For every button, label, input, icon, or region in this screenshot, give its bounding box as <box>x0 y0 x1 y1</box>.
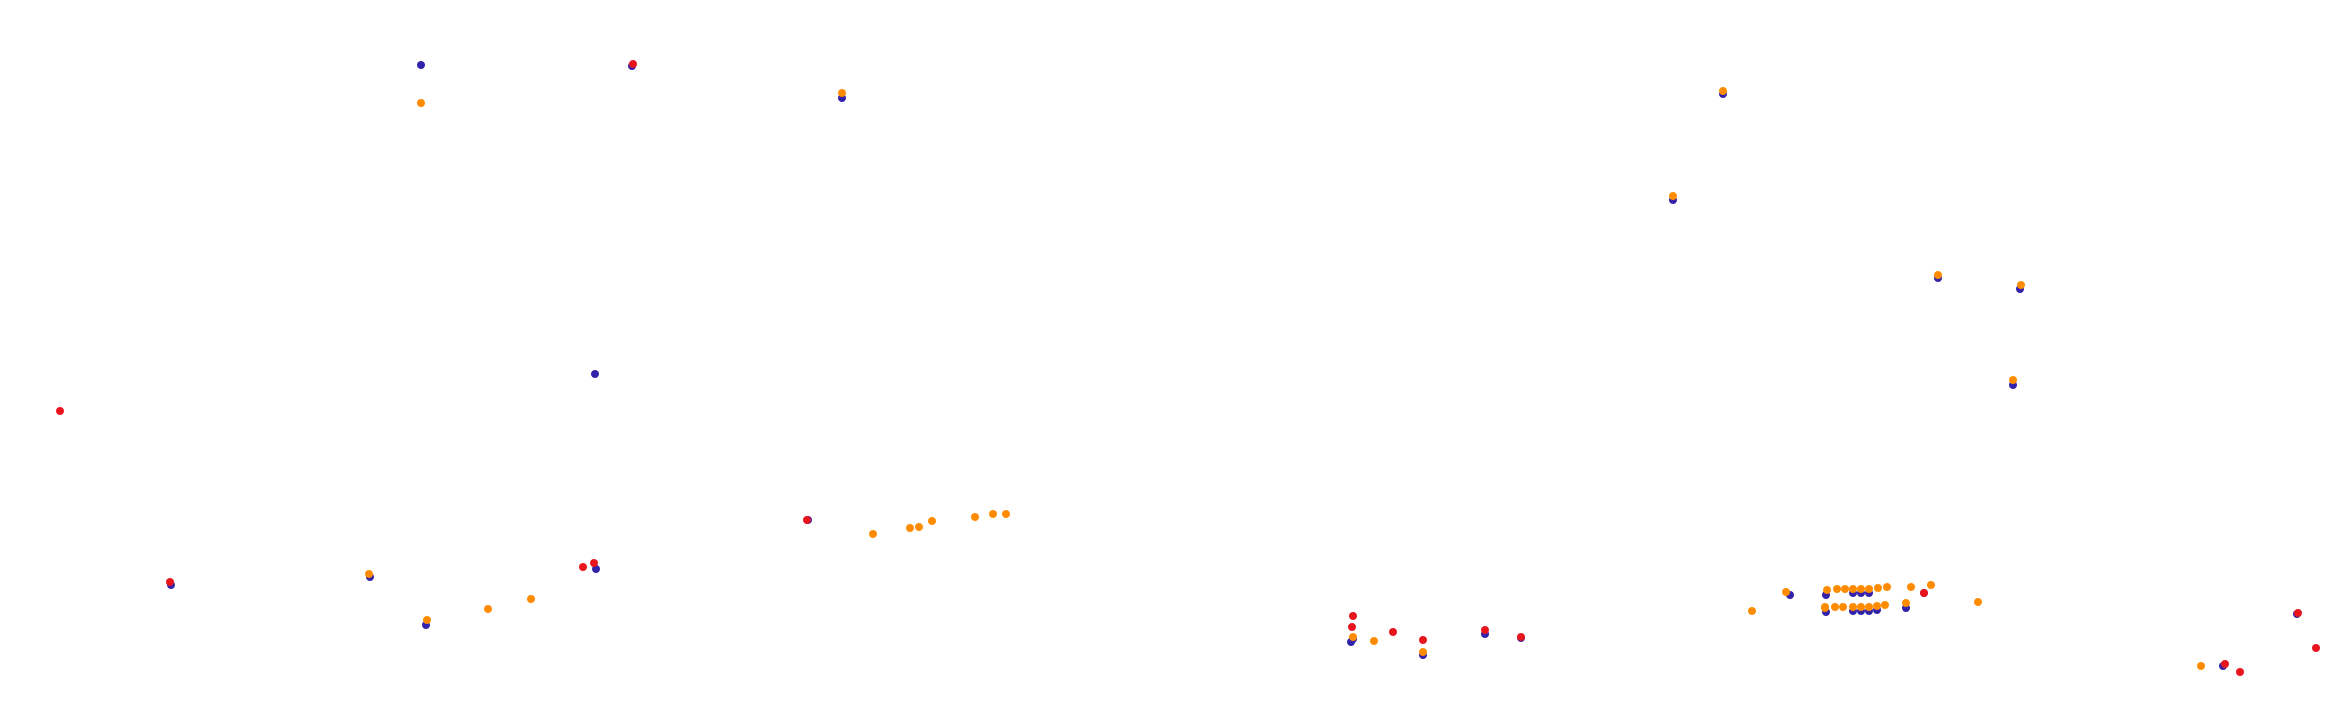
scatter-point-s2-43 <box>2197 662 2205 670</box>
scatter-point-s1-2 <box>166 578 174 586</box>
scatter-point-s2-14 <box>928 517 936 525</box>
scatter-point-s1-10 <box>1481 626 1489 634</box>
scatter-point-s2-11 <box>869 530 877 538</box>
scatter-point-s2-6 <box>2009 376 2017 384</box>
scatter-point-s2-1 <box>838 89 846 97</box>
scatter-point-s0-0 <box>417 61 425 69</box>
scatter-point-s2-41 <box>1927 581 1935 589</box>
scatter-point-s2-9 <box>484 605 492 613</box>
scatter-point-s2-30 <box>1883 583 1891 591</box>
scatter-point-s2-4 <box>1934 271 1942 279</box>
scatter-point-s2-18 <box>1349 633 1357 641</box>
scatter-point-s1-14 <box>2312 644 2320 652</box>
scatter-point-s2-0 <box>417 99 425 107</box>
scatter-point-s1-0 <box>629 60 637 68</box>
scatter-point-s1-8 <box>1389 628 1397 636</box>
scatter-point-s2-35 <box>1857 603 1865 611</box>
scatter-point-s2-44 <box>1821 603 1829 611</box>
scatter-point-s2-7 <box>365 570 373 578</box>
scatter-point-s1-16 <box>2221 660 2229 668</box>
scatter-point-s1-11 <box>1517 633 1525 641</box>
scatter-point-s1-5 <box>590 559 598 567</box>
scatter-point-s2-21 <box>1748 607 1756 615</box>
scatter-point-s2-36 <box>1865 603 1873 611</box>
scatter-point-s1-4 <box>579 563 587 571</box>
scatter-point-s2-39 <box>1902 599 1910 607</box>
scatter-point-s2-27 <box>1857 585 1865 593</box>
scatter-point-s2-5 <box>2017 281 2025 289</box>
scatter-point-s2-8 <box>423 616 431 624</box>
scatter-point-s2-42 <box>1974 598 1982 606</box>
scatter-point-s1-7 <box>1348 623 1356 631</box>
scatter-point-s2-13 <box>915 523 923 531</box>
scatter-point-s2-37 <box>1873 602 1881 610</box>
scatter-point-s2-40 <box>1907 583 1915 591</box>
scatter-point-s2-2 <box>1719 87 1727 95</box>
scatter-point-s2-26 <box>1849 585 1857 593</box>
scatter-point-s1-12 <box>1920 589 1928 597</box>
scatter-point-s1-9 <box>1419 636 1427 644</box>
scatter-point-s2-12 <box>906 524 914 532</box>
scatter-point-s2-16 <box>989 510 997 518</box>
scatter-point-s2-10 <box>527 595 535 603</box>
scatter-point-s2-3 <box>1669 192 1677 200</box>
scatter-point-s2-28 <box>1865 585 1873 593</box>
scatter-point-s2-19 <box>1370 637 1378 645</box>
scatter-point-s2-24 <box>1833 585 1841 593</box>
scatter-point-s2-32 <box>1831 603 1839 611</box>
scatter-point-s1-3 <box>803 516 811 524</box>
scatter-point-s2-15 <box>971 513 979 521</box>
scatter-point-s0-10 <box>591 370 599 378</box>
scatter-point-s1-6 <box>1349 612 1357 620</box>
scatter-point-s2-20 <box>1419 648 1427 656</box>
scatter-point-s2-29 <box>1874 584 1882 592</box>
scatter-point-s1-15 <box>2236 668 2244 676</box>
scatter-point-s1-13 <box>2294 609 2302 617</box>
scatter-marks <box>56 60 2320 676</box>
scatter-point-s2-38 <box>1881 601 1889 609</box>
scatter-point-s2-23 <box>1823 586 1831 594</box>
scatter-point-s2-33 <box>1839 603 1847 611</box>
scatter-point-s2-22 <box>1782 588 1790 596</box>
scatter-point-s2-34 <box>1849 603 1857 611</box>
scatter-point-s2-17 <box>1002 510 1010 518</box>
scatter-point-s2-25 <box>1841 585 1849 593</box>
scatter-point-s1-1 <box>56 407 64 415</box>
